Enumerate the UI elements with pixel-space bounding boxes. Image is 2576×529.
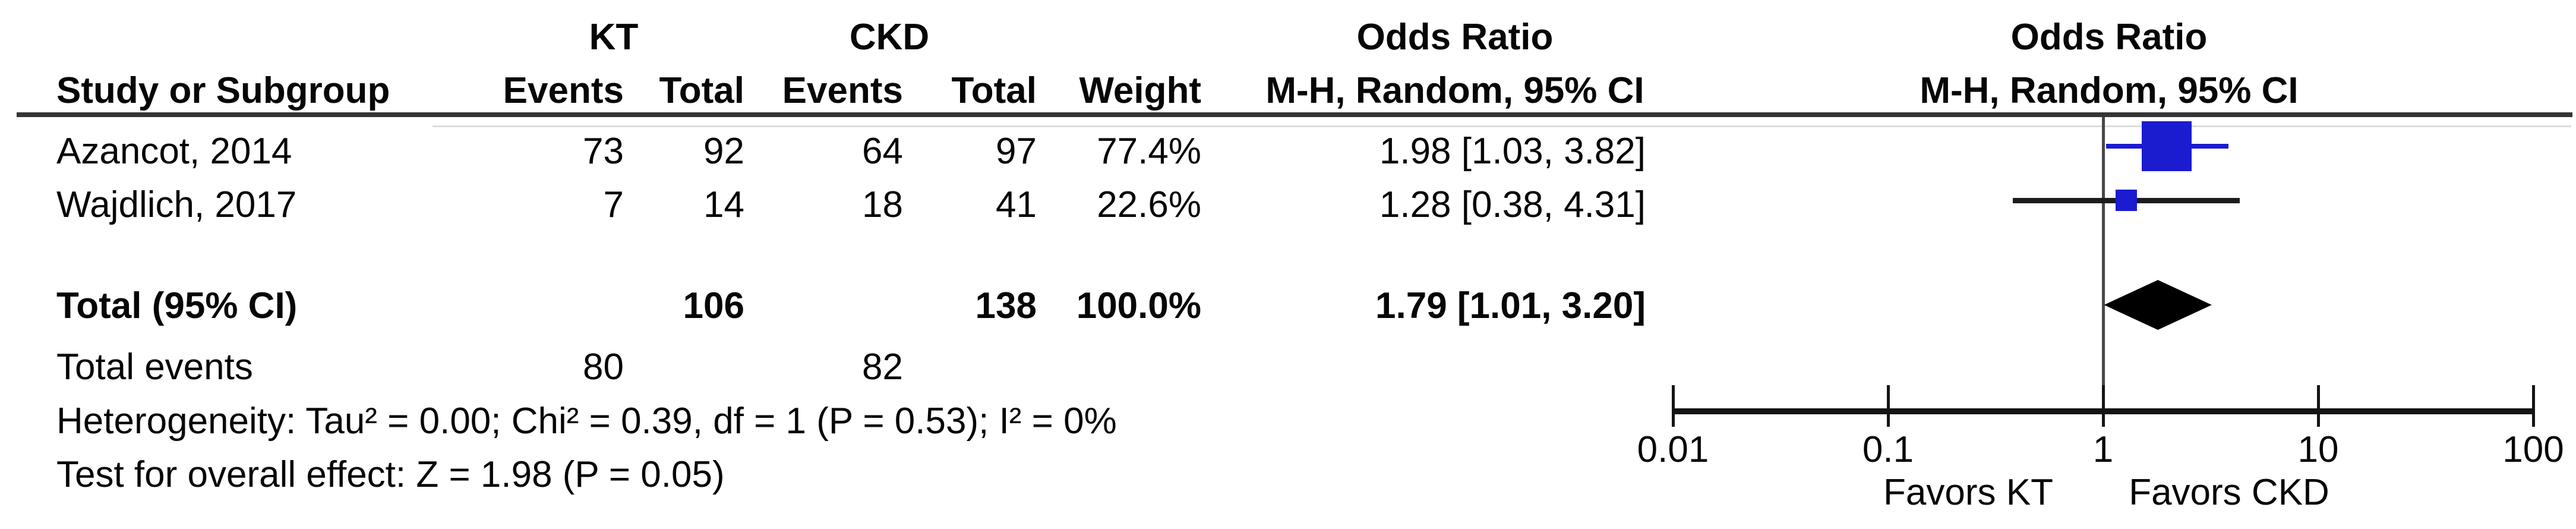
group-header-ckd: CKD — [849, 17, 930, 58]
axis-tick-label: 100 — [2502, 429, 2564, 470]
cell-or-ci: 1.98 [1.03, 3.82] — [1379, 131, 1646, 172]
axis-tick — [2101, 385, 2105, 427]
heterogeneity-text: Heterogeneity: Tau² = 0.00; Chi² = 0.39,… — [56, 401, 1117, 442]
group-header-odds-ratio-right: Odds Ratio — [2010, 17, 2208, 58]
cell-ckd-events: 18 — [862, 184, 903, 225]
cell-kt-events: 73 — [583, 131, 624, 172]
cell-ckd-total: 97 — [996, 131, 1037, 172]
forest-weight-square — [2142, 121, 2192, 171]
axis-tick — [1671, 385, 1675, 427]
col-header-kt-total: Total — [659, 70, 745, 111]
header-rule-shadow — [433, 125, 2571, 127]
total-or-ci: 1.79 [1.01, 3.20] — [1375, 285, 1646, 326]
cell-ckd-total: 41 — [996, 184, 1037, 225]
favors-right-label: Favors CKD — [2129, 472, 2329, 513]
axis-tick — [2316, 385, 2320, 427]
forest-total-diamond — [2104, 280, 2212, 330]
axis-tick-label: 10 — [2297, 429, 2339, 470]
cell-kt-events: 7 — [603, 184, 624, 225]
overall-effect-text: Test for overall effect: Z = 1.98 (P = 0… — [56, 454, 725, 495]
total-events-label: Total events — [56, 347, 253, 388]
study-name: Wajdlich, 2017 — [56, 184, 297, 225]
cell-ckd-events: 64 — [862, 131, 903, 172]
total-label: Total (95% CI) — [56, 285, 298, 326]
group-header-odds-ratio-left: Odds Ratio — [1356, 17, 1554, 58]
forest-weight-square — [2115, 190, 2137, 211]
col-header-weight: Weight — [1079, 70, 1202, 111]
col-header-study: Study or Subgroup — [56, 70, 390, 111]
col-header-mh-ci-left: M-H, Random, 95% CI — [1265, 70, 1644, 111]
total-ckd-total: 138 — [975, 285, 1037, 326]
total-events-kt: 80 — [583, 347, 624, 388]
group-header-kt: KT — [589, 17, 639, 58]
col-header-ckd-events: Events — [782, 70, 903, 111]
axis-tick-label: 0.01 — [1637, 429, 1709, 470]
cell-kt-total: 14 — [703, 184, 744, 225]
axis-tick — [2531, 385, 2535, 427]
total-kt-total: 106 — [683, 285, 744, 326]
favors-left-label: Favors KT — [1883, 472, 2053, 513]
cell-weight: 22.6% — [1097, 184, 1201, 225]
cell-kt-total: 92 — [703, 131, 744, 172]
cell-weight: 77.4% — [1097, 131, 1201, 172]
axis-tick — [1886, 385, 1890, 427]
study-name: Azancot, 2014 — [56, 131, 292, 172]
axis-tick-label: 0.1 — [1862, 429, 1914, 470]
total-events-ckd: 82 — [862, 347, 903, 388]
col-header-ckd-total: Total — [951, 70, 1037, 111]
total-weight: 100.0% — [1076, 285, 1201, 326]
plot-null-line — [2102, 117, 2105, 422]
col-header-kt-events: Events — [503, 70, 624, 111]
col-header-mh-ci-right: M-H, Random, 95% CI — [1920, 70, 2299, 111]
cell-or-ci: 1.28 [0.38, 4.31] — [1379, 184, 1646, 225]
axis-tick-label: 1 — [2092, 429, 2114, 470]
header-rule — [17, 112, 2572, 117]
